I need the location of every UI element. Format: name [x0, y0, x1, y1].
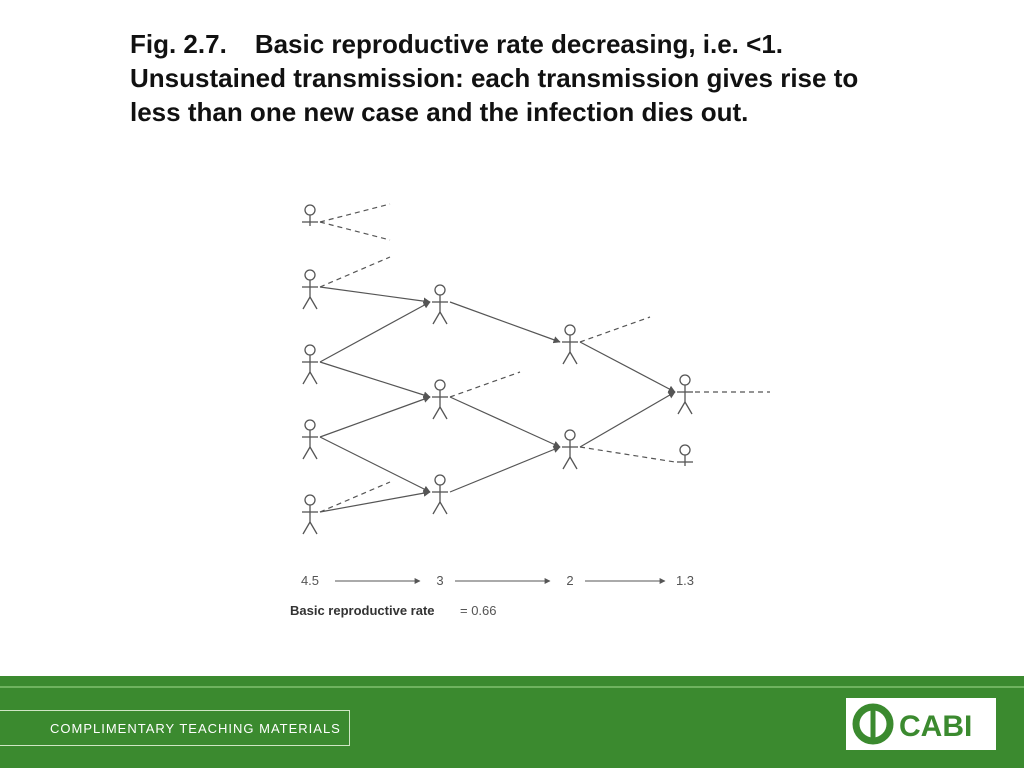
cabi-logo: CABI — [846, 698, 996, 750]
figure-number: Fig. 2.7. — [130, 29, 227, 59]
transmission-arrow — [320, 362, 430, 397]
transmission-arrow — [580, 342, 675, 392]
person-icon — [302, 205, 318, 226]
figure-caption-text: Basic reproductive rate decreasing, i.e.… — [130, 29, 858, 127]
person-icon — [302, 345, 318, 384]
person-icon — [302, 495, 318, 534]
footer-stripe — [0, 686, 1024, 688]
person-icon — [562, 325, 578, 364]
cabi-logo-icon — [855, 706, 891, 742]
transmission-arrow — [320, 302, 430, 362]
transmission-arrow — [450, 302, 560, 342]
person-icon — [432, 285, 448, 324]
person-icon — [432, 380, 448, 419]
transmission-arrow — [320, 437, 430, 492]
person-icon — [562, 430, 578, 469]
complimentary-materials-label: COMPLIMENTARY TEACHING MATERIALS — [50, 721, 341, 736]
failed-transmission-line — [450, 372, 520, 397]
failed-transmission-line — [320, 222, 390, 240]
failed-transmission-line — [320, 204, 390, 222]
footer-bar: COMPLIMENTARY TEACHING MATERIALS CABI — [0, 676, 1024, 768]
generation-count-label: 3 — [436, 573, 443, 588]
generation-count-label: 4.5 — [301, 573, 319, 588]
generation-count-label: 2 — [566, 573, 573, 588]
person-icon — [302, 420, 318, 459]
cabi-logo-text: CABI — [899, 710, 972, 743]
failed-transmission-line — [320, 482, 390, 512]
transmission-arrow — [320, 397, 430, 437]
failed-transmission-line — [580, 317, 650, 342]
transmission-arrow — [320, 492, 430, 512]
generation-count-label: 1.3 — [676, 573, 694, 588]
figure-title: Fig. 2.7.Basic reproductive rate decreas… — [130, 28, 910, 129]
complimentary-materials-box: COMPLIMENTARY TEACHING MATERIALS — [0, 710, 350, 746]
person-icon — [677, 375, 693, 414]
transmission-diagram: 4.5 3 2 1.3 Basic reproductive rate = 0.66 — [270, 190, 770, 630]
failed-transmission-line — [580, 447, 675, 462]
failed-transmission-line — [320, 257, 390, 287]
person-icon — [677, 445, 693, 466]
transmission-arrow — [320, 287, 430, 302]
transmission-arrow — [450, 397, 560, 447]
transmission-arrow — [580, 392, 675, 447]
person-icon — [302, 270, 318, 309]
transmission-arrow — [450, 447, 560, 492]
reproductive-rate-value: = 0.66 — [460, 603, 497, 618]
person-icon — [432, 475, 448, 514]
reproductive-rate-label: Basic reproductive rate — [290, 603, 435, 618]
